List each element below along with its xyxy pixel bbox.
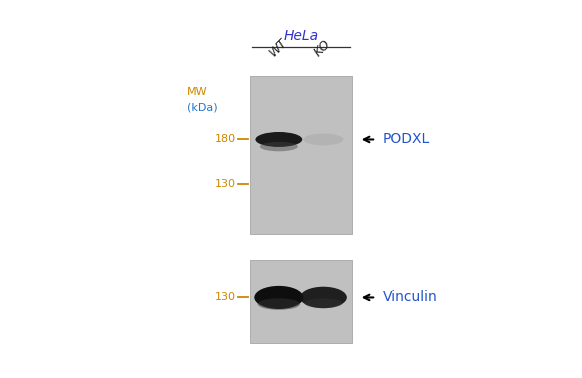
Text: Vinculin: Vinculin: [383, 290, 438, 304]
Text: HeLa: HeLa: [283, 29, 319, 43]
Ellipse shape: [304, 298, 342, 308]
Bar: [250, 76, 352, 234]
Text: MW: MW: [187, 87, 207, 97]
Text: (kDa): (kDa): [187, 103, 217, 113]
Text: WT: WT: [267, 36, 290, 60]
Ellipse shape: [260, 142, 298, 151]
Bar: [250, 260, 352, 343]
Text: 180: 180: [215, 135, 236, 144]
Ellipse shape: [254, 286, 303, 309]
Ellipse shape: [303, 133, 343, 146]
Text: 130: 130: [215, 178, 236, 189]
Text: 130: 130: [215, 293, 236, 302]
Text: PODXL: PODXL: [383, 132, 430, 146]
Text: KO: KO: [311, 38, 333, 60]
Ellipse shape: [255, 132, 302, 147]
Ellipse shape: [300, 287, 347, 308]
Ellipse shape: [258, 298, 300, 310]
